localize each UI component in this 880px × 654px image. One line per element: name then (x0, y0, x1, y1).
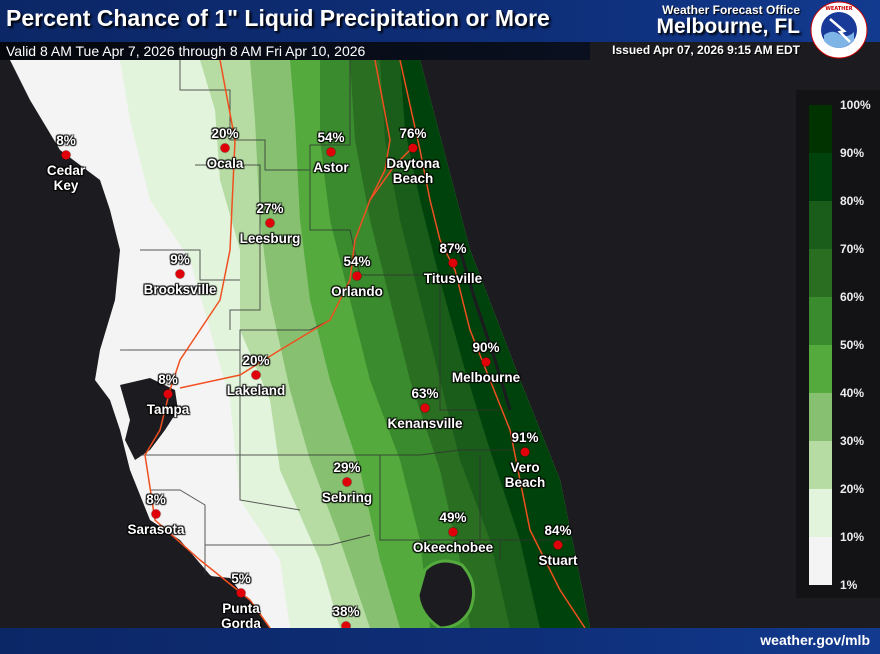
city-dot[interactable] (553, 540, 563, 550)
legend-label: 50% (840, 338, 865, 352)
city-name: Brooksville (143, 282, 217, 297)
city-percent: 8% (56, 133, 76, 148)
city-name: Sebring (321, 490, 373, 505)
city-name: Titusville (423, 271, 483, 286)
legend-label: 40% (840, 386, 865, 400)
city-dot[interactable] (408, 143, 418, 153)
city-dot[interactable] (236, 588, 246, 598)
city-percent: 20% (211, 126, 239, 141)
city-percent: 9% (170, 252, 190, 267)
city-percent: 5% (231, 571, 251, 586)
legend-swatch (809, 441, 832, 489)
city-percent: 87% (439, 241, 467, 256)
city-percent: 27% (256, 201, 284, 216)
city-dot[interactable] (342, 477, 352, 487)
city-dot[interactable] (420, 403, 430, 413)
city-dot[interactable] (251, 370, 261, 380)
legend-label: 60% (840, 290, 865, 304)
legend-panel: 100% 90% 80% 70% 60% 50% 40% 30% 20% 10% 1% (796, 90, 880, 598)
legend-color-bar (809, 105, 832, 585)
city-percent: 20% (242, 353, 270, 368)
city-percent: 91% (511, 430, 539, 445)
issued-time: Issued Apr 07, 2026 9:15 AM EDT (612, 43, 800, 57)
city-name: Tampa (146, 402, 190, 417)
legend-swatch (809, 489, 832, 537)
precipitation-map (0, 60, 880, 628)
city-name: Cedar Key (46, 163, 86, 193)
city-dot[interactable] (151, 509, 161, 519)
legend-label: 90% (840, 146, 865, 160)
city-dot[interactable] (326, 147, 336, 157)
footer-bar: weather.gov/mlb (0, 628, 880, 654)
office-label: Weather Forecast Office (662, 3, 800, 17)
city-percent: 63% (411, 386, 439, 401)
legend-swatch (809, 249, 832, 297)
city-name: Ocala (206, 156, 244, 171)
legend-label: 1% (840, 578, 858, 592)
city-dot[interactable] (448, 258, 458, 268)
city-percent: 29% (333, 460, 361, 475)
city-dot[interactable] (341, 621, 351, 631)
city-percent: 84% (544, 523, 572, 538)
city-percent: 76% (399, 126, 427, 141)
city-percent: 90% (472, 340, 500, 355)
city-percent: 54% (317, 130, 345, 145)
legend-swatch (809, 105, 832, 153)
city-dot[interactable] (163, 389, 173, 399)
city-name: Leesburg (239, 231, 301, 246)
city-name: Daytona Beach (386, 156, 440, 186)
legend-swatch (809, 153, 832, 201)
city-name: Stuart (538, 553, 578, 568)
website-link[interactable]: weather.gov/mlb (760, 632, 870, 648)
city-dot[interactable] (481, 357, 491, 367)
city-name: Sarasota (127, 522, 185, 537)
valid-bar (0, 42, 590, 60)
city-name: Punta Gorda (221, 601, 261, 631)
city-percent: 38% (332, 604, 360, 619)
city-dot[interactable] (265, 218, 275, 228)
city-dot[interactable] (175, 269, 185, 279)
legend-swatch (809, 345, 832, 393)
legend-swatch (809, 201, 832, 249)
city-name: Astor (313, 160, 349, 175)
nws-logo-icon: WEATHER (810, 1, 868, 59)
legend-label: 80% (840, 194, 865, 208)
legend-label: 10% (840, 530, 865, 544)
legend-swatch (809, 537, 832, 585)
city-dot[interactable] (220, 143, 230, 153)
city-dot[interactable] (520, 447, 530, 457)
city-name: Melbourne (451, 370, 521, 385)
legend-label: 100% (840, 98, 871, 112)
city-percent: 8% (158, 372, 178, 387)
valid-period: Valid 8 AM Tue Apr 7, 2026 through 8 AM … (6, 43, 366, 59)
city-dot[interactable] (448, 527, 458, 537)
city-name: Okeechobee (412, 540, 494, 555)
city-percent: 54% (343, 254, 371, 269)
legend-swatch (809, 297, 832, 345)
city-dot[interactable] (352, 271, 362, 281)
office-name: Melbourne, FL (656, 15, 801, 38)
legend-label: 30% (840, 434, 865, 448)
city-percent: 8% (146, 492, 166, 507)
header-bar (0, 0, 880, 42)
legend-label: 70% (840, 242, 865, 256)
city-percent: 49% (439, 510, 467, 525)
legend-swatch (809, 393, 832, 441)
legend-label: 20% (840, 482, 865, 496)
city-name: Orlando (331, 284, 383, 299)
city-name: Vero Beach (504, 460, 546, 490)
city-name: Kenansville (387, 416, 463, 431)
svg-text:WEATHER: WEATHER (825, 6, 852, 12)
city-name: Lakeland (226, 383, 286, 398)
map-title: Percent Chance of 1" Liquid Precipitatio… (6, 5, 550, 31)
city-dot[interactable] (61, 150, 71, 160)
